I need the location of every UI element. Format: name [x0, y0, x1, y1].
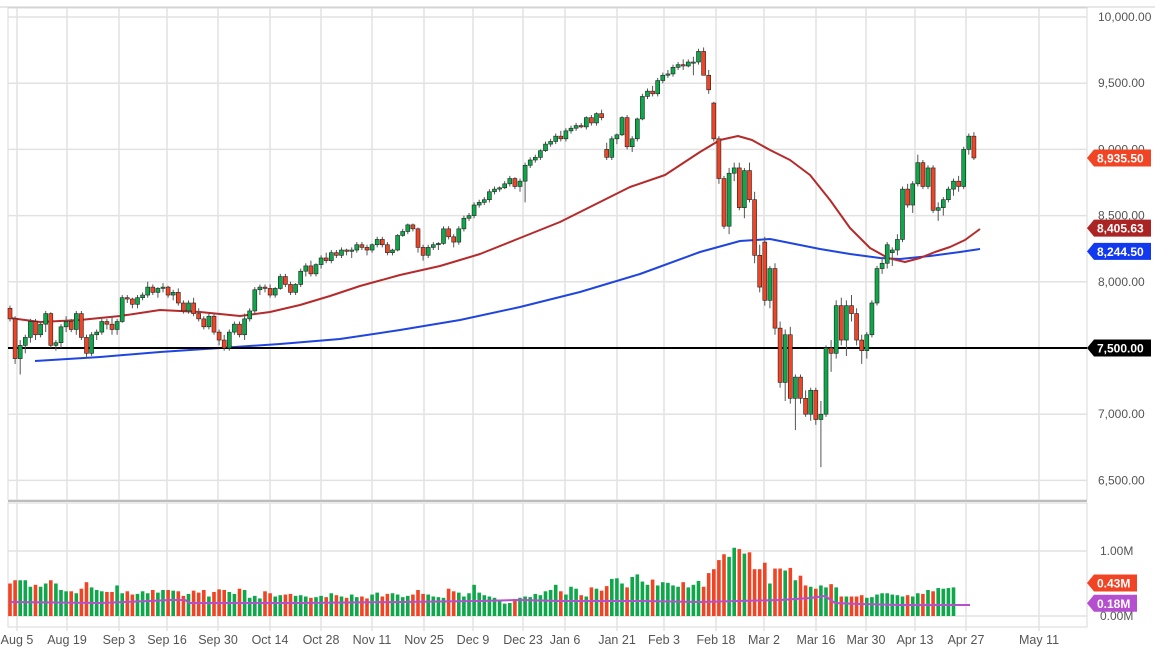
- price-axis-tick: 7,000.00: [1098, 407, 1145, 421]
- date-axis-tick: Feb 18: [697, 633, 736, 647]
- date-axis-tick: Apr 27: [948, 633, 985, 647]
- date-axis-tick: Sep 3: [103, 633, 136, 647]
- date-axis-tick: Dec 9: [457, 633, 490, 647]
- date-axis-tick: Mar 16: [797, 633, 836, 647]
- date-axis-tick: Nov 11: [353, 633, 392, 647]
- date-axis-tick: Jan 6: [550, 633, 581, 647]
- date-axis[interactable]: Aug 5 Aug 19 Sep 3 Sep 16 Sep 30 Oct 14 Oct 28…: [1, 633, 1059, 647]
- date-axis-tick: Sep 16: [147, 633, 187, 647]
- date-axis-tick: Sep 30: [198, 633, 238, 647]
- price-tag: 8,935.50: [1087, 149, 1151, 167]
- price-tag: 8,244.50: [1087, 242, 1151, 260]
- svg-text:7,500.00: 7,500.00: [1097, 342, 1144, 356]
- date-axis-tick: Aug 19: [47, 633, 87, 647]
- price-tag: 7,500.00: [1087, 339, 1151, 357]
- volume-ma-line: [9, 595, 970, 606]
- svg-text:0.18M: 0.18M: [1097, 597, 1130, 611]
- date-axis-tick: Mar 2: [748, 633, 780, 647]
- chart-grid: [8, 8, 1087, 631]
- svg-text:8,244.50: 8,244.50: [1097, 245, 1144, 259]
- volume-axis-tick: 1.00M: [1100, 544, 1133, 558]
- price-axis-tick: 9,500.00: [1098, 76, 1145, 90]
- date-axis-tick: Aug 5: [1, 633, 34, 647]
- volume-bars: [8, 547, 956, 616]
- price-tag: 0.18M: [1087, 594, 1137, 612]
- price-axis-tick: 10,000.00: [1098, 10, 1152, 24]
- price-tag: 8,405.63: [1087, 219, 1151, 237]
- svg-text:8,405.63: 8,405.63: [1097, 222, 1144, 236]
- candlestick-series: [7, 47, 977, 468]
- svg-text:8,935.50: 8,935.50: [1097, 151, 1144, 165]
- date-axis-tick: Oct 14: [252, 633, 289, 647]
- date-axis-tick: Mar 30: [847, 633, 886, 647]
- volume-axis-tick: 0.00M: [1100, 609, 1133, 623]
- price-axis-tick: 6,500.00: [1098, 473, 1145, 487]
- chart-frame: [0, 6, 1155, 628]
- date-axis-tick: Jan 21: [598, 633, 636, 647]
- date-axis-tick: May 11: [1019, 633, 1059, 647]
- price-axis-tick: 8,000.00: [1098, 275, 1145, 289]
- volume-axis[interactable]: 1.00M 0.00M: [1100, 544, 1133, 623]
- price-axis-tick: 8,500.00: [1098, 209, 1145, 223]
- price-tag: 0.43M: [1087, 574, 1137, 592]
- date-axis-tick: Nov 25: [404, 633, 444, 647]
- ma-short-line: [9, 135, 981, 323]
- date-axis-tick: Oct 28: [303, 633, 340, 647]
- date-axis-tick: Apr 13: [897, 633, 934, 647]
- svg-text:0.43M: 0.43M: [1097, 577, 1130, 591]
- date-axis-tick: Feb 3: [648, 633, 680, 647]
- date-axis-tick: Dec 23: [503, 633, 543, 647]
- price-tags: 8,935.50 8,405.63 8,244.50 7,500.00 0.43M 0.1…: [1087, 149, 1151, 612]
